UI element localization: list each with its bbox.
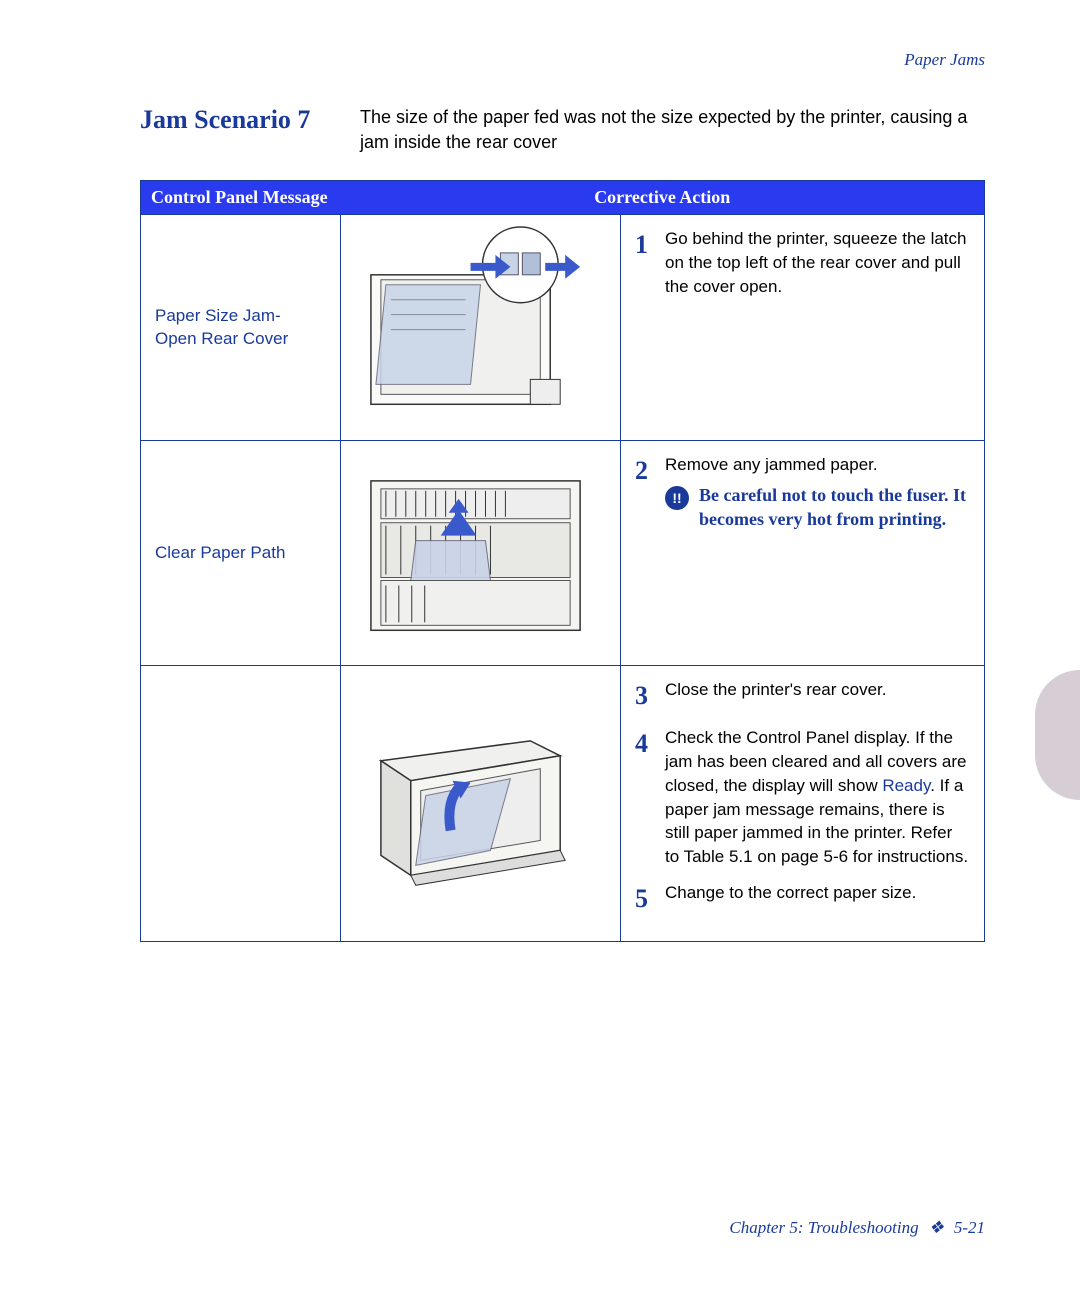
- message-cell: [141, 665, 341, 942]
- step-text: Check the Control Panel display. If the …: [665, 726, 970, 869]
- message-cell: Paper Size Jam- Open Rear Cover: [141, 215, 341, 440]
- step-number: 1: [635, 227, 653, 263]
- scenario-title: Jam Scenario 7: [140, 105, 340, 135]
- message-cell: Clear Paper Path: [141, 440, 341, 665]
- side-tab: [1035, 670, 1080, 800]
- step-text: Close the printer's rear cover.: [665, 678, 970, 702]
- warning-icon: !!: [665, 486, 689, 510]
- action-cell: 2 Remove any jammed paper. !! Be careful…: [621, 440, 985, 665]
- step-number: 5: [635, 881, 653, 917]
- step-text: Remove any jammed paper. !! Be careful n…: [665, 453, 970, 532]
- message-text: Clear Paper Path: [155, 543, 285, 562]
- step: 2 Remove any jammed paper. !! Be careful…: [635, 453, 970, 532]
- col-header-action: Corrective Action: [341, 181, 985, 215]
- step: 5 Change to the correct paper size.: [635, 881, 970, 917]
- page-footer: Chapter 5: Troubleshooting ❖ 5-21: [729, 1218, 985, 1238]
- illustration-cell: [341, 440, 621, 665]
- warning: !! Be careful not to touch the fuser. It…: [665, 484, 970, 531]
- footer-chapter: Chapter 5: Troubleshooting: [729, 1218, 918, 1238]
- step-number: 4: [635, 726, 653, 762]
- step-instruction: Remove any jammed paper.: [665, 455, 878, 474]
- step: 1 Go behind the printer, squeeze the lat…: [635, 227, 970, 298]
- table-row: 3 Close the printer's rear cover. 4 Chec…: [141, 665, 985, 942]
- footer-page: 5-21: [954, 1218, 985, 1238]
- table-row: Paper Size Jam- Open Rear Cover 1 G: [141, 215, 985, 440]
- running-header: Paper Jams: [140, 50, 985, 70]
- illustration-cell: [341, 665, 621, 942]
- message-text: Paper Size Jam- Open Rear Cover: [155, 306, 288, 349]
- step: 3 Close the printer's rear cover.: [635, 678, 970, 714]
- step-number: 3: [635, 678, 653, 714]
- title-row: Jam Scenario 7 The size of the paper fed…: [140, 105, 985, 155]
- step: 4 Check the Control Panel display. If th…: [635, 726, 970, 869]
- step-text: Change to the correct paper size.: [665, 881, 970, 905]
- action-cell: 1 Go behind the printer, squeeze the lat…: [621, 215, 985, 440]
- ready-word: Ready: [882, 776, 930, 795]
- col-header-message: Control Panel Message: [141, 181, 341, 215]
- warning-text: Be careful not to touch the fuser. It be…: [699, 484, 970, 531]
- printer-close-cover-illustration: [351, 701, 610, 900]
- footer-ornament: ❖: [929, 1218, 944, 1238]
- printer-rear-latch-illustration: [351, 225, 610, 424]
- illustration-cell: [341, 215, 621, 440]
- action-cell: 3 Close the printer's rear cover. 4 Chec…: [621, 665, 985, 942]
- troubleshooting-table: Control Panel Message Corrective Action …: [140, 180, 985, 942]
- printer-open-paper-illustration: [351, 451, 610, 650]
- table-row: Clear Paper Path: [141, 440, 985, 665]
- scenario-description: The size of the paper fed was not the si…: [360, 105, 985, 155]
- step-number: 2: [635, 453, 653, 489]
- step-text: Go behind the printer, squeeze the latch…: [665, 227, 970, 298]
